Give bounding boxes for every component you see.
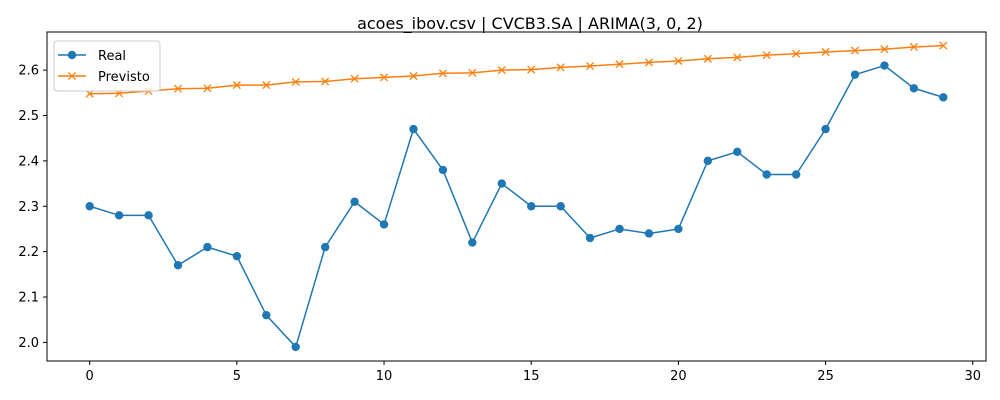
data-point-real: [791, 170, 801, 179]
data-point-previsto: [379, 73, 389, 82]
data-point-previsto: [527, 65, 536, 74]
y-tick-label: 2.4: [18, 154, 39, 169]
data-point-previsto: [232, 81, 241, 90]
data-point-real: [144, 211, 153, 220]
data-point-previsto: [262, 81, 271, 90]
y-tick-label: 2.1: [18, 291, 39, 306]
data-point-real: [85, 202, 94, 211]
data-point-previsto: [615, 60, 624, 69]
y-tick-label: 2.2: [18, 245, 39, 260]
data-point-real: [880, 61, 889, 70]
data-point-real: [438, 165, 448, 175]
data-point-real: [497, 179, 506, 188]
data-point-previsto: [438, 69, 447, 78]
series-line-real: [89, 64, 944, 348]
data-point-previsto: [674, 56, 683, 66]
legend: Real Previsto: [53, 40, 161, 92]
x-tick-label: 30: [964, 369, 981, 384]
legend-box: [53, 40, 161, 92]
data-point-previsto: [850, 46, 860, 55]
data-point-real: [733, 147, 742, 157]
legend-label-real: Real: [98, 49, 126, 64]
x-tick-label: 5: [233, 369, 241, 384]
x-tick-label: 15: [523, 369, 540, 384]
data-point-real: [320, 242, 330, 252]
data-point-real: [615, 224, 624, 234]
data-point-real: [939, 93, 948, 102]
data-point-real: [762, 170, 771, 179]
data-point-real: [350, 197, 359, 206]
data-point-previsto: [556, 63, 565, 72]
y-axis: 2.0 2.1 2.2 2.3 2.4 2.5 2.6: [18, 64, 47, 351]
legend-marker-real: [67, 50, 77, 60]
x-axis: 0 5 10 15 20 25 30: [86, 361, 981, 384]
data-point-previsto: [733, 53, 742, 62]
y-tick-label: 2.3: [18, 200, 39, 215]
data-point-real: [203, 242, 212, 252]
data-point-real: [850, 70, 860, 79]
data-point-previsto: [203, 84, 212, 93]
data-point-previsto: [468, 68, 477, 77]
legend-marker-previsto: [67, 71, 77, 81]
y-tick-label: 2.5: [18, 109, 39, 124]
data-point-real: [379, 220, 389, 229]
data-point-real: [644, 229, 654, 238]
data-point-previsto: [880, 45, 889, 54]
y-tick-label: 2.6: [18, 64, 39, 79]
series-line-previsto: [89, 44, 944, 95]
data-point-previsto: [173, 84, 183, 93]
data-point-real: [262, 310, 271, 320]
x-tick-label: 25: [817, 369, 834, 384]
series-layer: [85, 41, 948, 352]
data-point-real: [232, 251, 242, 261]
data-point-previsto: [909, 42, 918, 52]
x-tick-label: 0: [86, 369, 94, 384]
data-point-real: [527, 202, 536, 211]
data-point-previsto: [409, 71, 418, 81]
plot-frame: [46, 31, 987, 362]
legend-label-previsto: Previsto: [98, 70, 150, 85]
data-point-real: [409, 124, 418, 134]
data-point-previsto: [497, 66, 506, 75]
data-point-previsto: [644, 58, 654, 67]
x-tick-label: 20: [670, 369, 687, 384]
data-point-real: [909, 84, 919, 93]
data-point-previsto: [291, 77, 300, 86]
data-point-real: [556, 202, 565, 211]
data-point-previsto: [586, 61, 595, 71]
data-point-previsto: [703, 54, 712, 63]
data-point-real: [291, 342, 300, 352]
data-point-previsto: [762, 51, 771, 60]
y-tick-label: 2.0: [18, 336, 39, 351]
x-tick-label: 10: [376, 369, 393, 384]
data-point-real: [821, 124, 830, 134]
chart-title: acoes_ibov.csv | CVCB3.SA | ARIMA(3, 0, …: [357, 14, 703, 34]
data-point-previsto: [821, 47, 830, 57]
data-point-real: [114, 211, 124, 220]
data-point-previsto: [350, 74, 359, 83]
data-point-real: [173, 261, 183, 270]
data-point-previsto: [792, 49, 801, 58]
data-point-previsto: [321, 77, 330, 86]
data-point-real: [703, 156, 713, 166]
data-point-real: [468, 238, 477, 247]
data-point-real: [585, 233, 595, 243]
data-point-previsto: [939, 41, 948, 50]
data-point-real: [674, 224, 683, 234]
